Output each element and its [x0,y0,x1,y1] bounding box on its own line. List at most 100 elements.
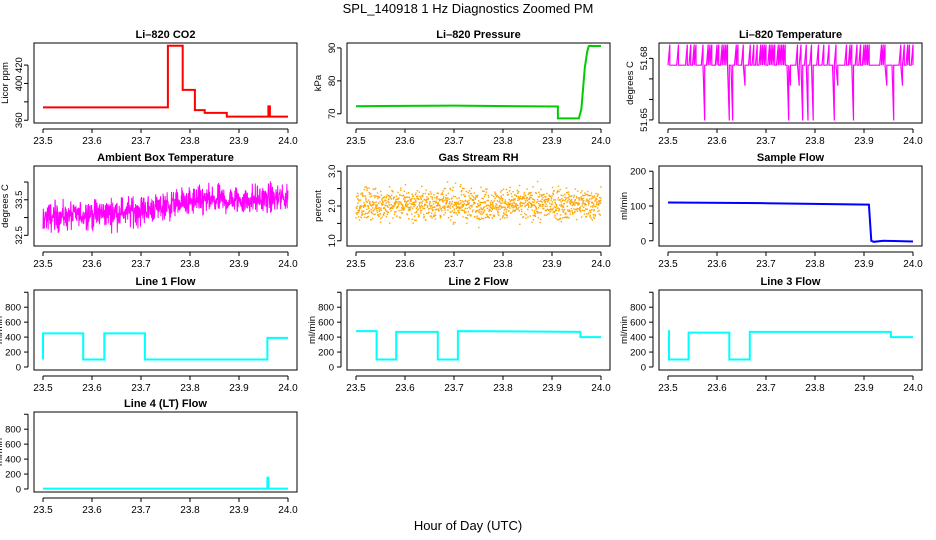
data-point [556,219,559,221]
data-point [581,203,584,205]
data-point [471,204,473,206]
data-point [499,218,502,220]
series-line [43,44,288,118]
data-point [368,211,370,213]
data-point [502,194,504,196]
data-point [482,208,484,211]
x-tick-label: 23.8 [493,259,513,270]
data-point [429,205,431,207]
data-point [523,197,526,200]
plot-frame [33,42,298,124]
data-point [379,221,382,223]
data-point [455,204,458,206]
x-axis: 23.5 23.6 23.7 23.8 23.9 24.0 [33,251,298,270]
data-point [528,197,531,199]
data-point [588,198,591,200]
data-point [559,204,561,206]
data-point [416,210,418,212]
data-point [450,188,452,191]
data-point [402,205,404,207]
data-point [580,199,583,201]
data-point [381,204,383,206]
x-tick-label: 23.7 [756,259,776,270]
data-point [486,204,488,207]
data-point [516,189,518,192]
data-point [438,198,440,200]
data-point [524,205,526,207]
data-point [477,204,479,206]
data-point [494,197,496,199]
data-point [459,206,461,208]
y-axis-label: degrees C [625,61,636,105]
data-point [418,204,420,206]
data-point [494,191,496,193]
data-point [548,198,550,200]
data-point [592,202,594,204]
data-point [469,214,471,216]
data-point [592,203,595,206]
data-point [389,196,392,199]
data-point [558,209,561,211]
data-point [482,212,484,214]
y-tick-label: 360 [14,112,25,128]
data-point [433,200,436,203]
data-point [486,199,488,202]
data-point [376,209,378,212]
data-point [468,206,470,209]
data-point [524,212,526,215]
data-point [364,205,367,207]
data-point [445,199,447,201]
data-point [364,195,367,197]
data-point [552,192,554,194]
data-point [416,206,418,208]
data-point [447,192,450,194]
data-point [476,194,479,196]
data-point [595,205,597,208]
data-point [467,211,470,213]
y-tick-label: 51.65 [639,108,650,132]
data-point [578,208,580,210]
data-point [423,217,425,219]
data-point [430,205,432,207]
data-point [468,190,471,192]
data-point [532,219,535,221]
data-point [563,216,566,219]
data-point [519,197,521,199]
data-point [540,211,542,214]
data-point [530,202,532,205]
data-point [535,192,538,195]
data-point [504,206,506,209]
data-point [399,189,402,191]
data-point [455,212,457,214]
data-point [443,199,445,202]
data-point [551,201,554,203]
data-point [547,199,550,201]
data-point [366,208,368,210]
data-point [477,206,479,208]
data-point [400,202,402,204]
data-point [504,199,506,201]
data-point [454,182,457,184]
data-point [451,210,454,212]
data-point [476,205,478,208]
data-point [558,208,560,210]
data-point [470,214,472,216]
data-point [371,195,373,197]
data-point [423,207,426,210]
data-point [372,209,374,212]
data-point [426,196,428,198]
data-point [479,211,481,213]
x-tick-label: 23.8 [805,136,825,147]
x-axis: 23.5 23.6 23.7 23.8 23.9 24.0 [346,128,611,147]
data-point [507,205,509,207]
data-point [401,212,404,214]
data-point [439,200,441,202]
data-point [544,196,546,198]
data-point [394,211,396,213]
data-point [401,203,403,206]
data-point [557,199,559,201]
data-point [579,206,582,208]
x-tick-label: 23.8 [805,259,825,270]
data-point [595,203,598,205]
data-point [552,207,554,210]
